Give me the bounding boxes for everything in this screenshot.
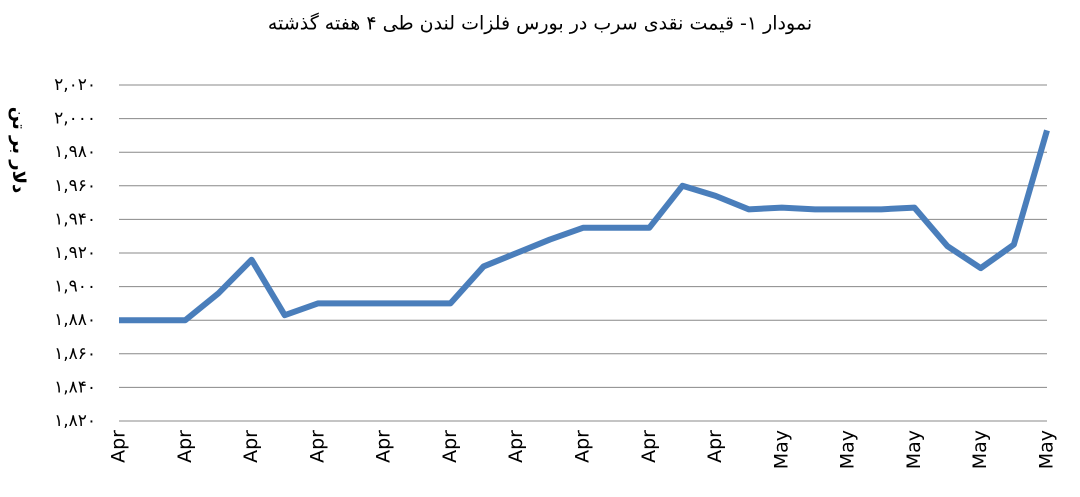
x-tick-label: May — [969, 430, 991, 469]
chart-title: نمودار ۱- قیمت نقدی سرب در بورس فلزات لن… — [268, 12, 812, 35]
y-tick-label: ۱,۹۲۰ — [54, 243, 96, 263]
x-tick-label: Apr — [373, 430, 395, 463]
x-tick-label: Apr — [704, 430, 726, 463]
x-tick-label: May — [903, 430, 925, 469]
x-tick-label: Apr — [572, 430, 594, 463]
x-tick-label: May — [837, 430, 859, 469]
x-tick-label: May — [770, 430, 792, 469]
x-tick-label: Apr — [505, 430, 527, 463]
y-tick-label: ۱,۹۸۰ — [54, 142, 96, 162]
x-tick-label: Apr — [638, 430, 660, 463]
y-tick-label: ۱,۹۶۰ — [54, 176, 96, 196]
y-tick-label: ۱,۹۴۰ — [54, 209, 96, 229]
y-tick-label: ۱,۸۲۰ — [54, 411, 96, 431]
y-tick-label: ۲,۰۲۰ — [54, 75, 96, 95]
x-tick-label: Apr — [108, 430, 130, 463]
y-tick-label: ۲,۰۰۰ — [54, 109, 96, 129]
y-tick-label: ۱,۸۴۰ — [54, 377, 96, 397]
x-tick-label: Apr — [240, 430, 262, 463]
x-tick-label: Apr — [174, 430, 196, 463]
x-tick-label: Apr — [439, 430, 461, 463]
x-tick-label: May — [1036, 430, 1058, 469]
y-axis-label: دلار بر تن — [8, 107, 29, 193]
y-tick-label: ۱,۹۰۰ — [54, 277, 96, 297]
y-tick-label: ۱,۸۸۰ — [54, 310, 96, 330]
x-tick-label: Apr — [306, 430, 328, 463]
data-line — [119, 129, 1050, 324]
y-tick-label: ۱,۸۶۰ — [54, 344, 96, 364]
